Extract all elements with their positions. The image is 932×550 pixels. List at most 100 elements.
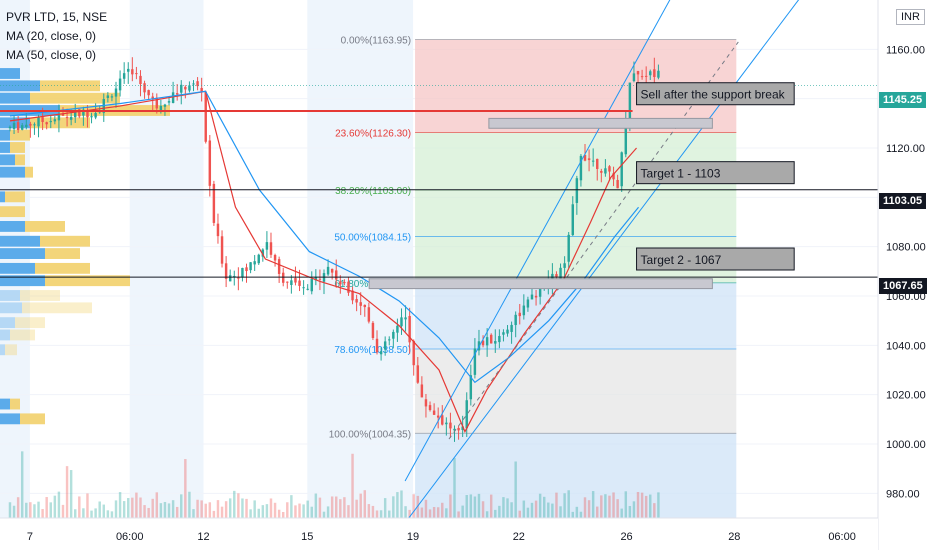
candle-body xyxy=(269,242,273,255)
volume-bar xyxy=(57,491,61,518)
vp-bar-blue xyxy=(0,92,30,104)
volume-bar xyxy=(216,500,220,518)
volume-bar xyxy=(518,510,521,518)
volume-bar xyxy=(294,505,297,518)
candle-body xyxy=(228,275,232,282)
ma20-legend[interactable]: MA (20, close, 0) xyxy=(6,29,97,43)
volume-bar xyxy=(571,511,574,518)
volume-bar xyxy=(396,492,399,518)
currency-button[interactable]: INR xyxy=(896,9,925,25)
volume-bar xyxy=(616,499,619,518)
volume-bar xyxy=(37,501,40,518)
vp-bar-yellow xyxy=(20,413,45,425)
volume-bar xyxy=(208,502,212,518)
annotation-text: Sell after the support break xyxy=(641,88,786,102)
volume-bar xyxy=(155,492,159,518)
volume-bar xyxy=(310,506,313,518)
candle-body xyxy=(530,294,534,300)
volume-bar xyxy=(489,494,493,518)
candle-body xyxy=(616,179,619,189)
vp-bar-yellow xyxy=(40,235,90,247)
volume-bar xyxy=(33,504,36,518)
candle-body xyxy=(600,170,603,173)
drawings: Sell after the support break Target 1 - 1… xyxy=(0,0,878,524)
volume-bar xyxy=(591,491,595,518)
fib-zone xyxy=(415,282,737,350)
candle-body xyxy=(335,270,338,280)
candle-body xyxy=(347,281,350,293)
vp-bar-yellow xyxy=(5,191,25,203)
candle-body xyxy=(273,254,277,261)
candle-body xyxy=(559,267,562,279)
candle-body xyxy=(8,126,12,129)
vp-bar-blue xyxy=(0,329,10,341)
candle-body xyxy=(612,173,615,180)
volume-bar xyxy=(98,501,101,518)
candle-body xyxy=(249,262,252,271)
volume-bar xyxy=(412,494,415,518)
volume-bar xyxy=(534,500,538,518)
candle-body xyxy=(404,317,407,320)
candle-body xyxy=(127,68,130,72)
vp-bar-yellow xyxy=(45,275,130,287)
candle-body xyxy=(481,340,485,346)
volume-bar xyxy=(416,495,420,518)
candle-body xyxy=(330,268,334,273)
session-band xyxy=(129,0,204,518)
ma50-legend[interactable]: MA (50, close, 0) xyxy=(6,48,97,62)
volume-bar xyxy=(542,496,546,518)
volume-bar xyxy=(473,496,477,518)
volume-bar xyxy=(245,498,248,518)
candle-body xyxy=(294,278,297,283)
candle-body xyxy=(351,290,354,301)
volume-bar xyxy=(90,510,93,518)
candle-body xyxy=(636,71,640,75)
annotation-text: Target 2 - 1067 xyxy=(641,253,722,267)
annotation-box xyxy=(636,247,795,271)
candle-body xyxy=(343,282,346,284)
candle-body xyxy=(518,312,521,317)
candle-body xyxy=(485,337,489,346)
candle-body xyxy=(469,375,473,400)
candle-body xyxy=(33,124,36,126)
candle-body xyxy=(188,85,191,91)
symbol-title[interactable]: PVR LTD, 15, NSE xyxy=(6,10,108,24)
volume-bar xyxy=(636,491,640,518)
volume-bar xyxy=(16,497,20,518)
x-axis-panel xyxy=(0,518,878,550)
candle-body xyxy=(65,117,69,119)
candle-body xyxy=(538,285,542,297)
volume-bar xyxy=(114,500,118,518)
candle-body xyxy=(69,116,73,120)
candle-body xyxy=(502,332,505,335)
candle-body xyxy=(151,96,154,100)
volume-bar xyxy=(624,491,628,518)
vp-bar-blue xyxy=(0,117,30,129)
volume-bar xyxy=(184,459,187,518)
volume-bar xyxy=(61,504,65,518)
candle-body xyxy=(632,73,636,82)
y-tick-label: 1120.00 xyxy=(886,143,925,155)
vp-bar-blue xyxy=(0,398,10,410)
candle-body xyxy=(41,117,44,122)
candle-body xyxy=(620,152,623,187)
candle-body xyxy=(37,117,40,127)
candle-body xyxy=(114,88,118,97)
candle-body xyxy=(220,236,224,264)
volume-bar xyxy=(12,505,16,518)
candle-body xyxy=(424,399,428,407)
trend-dashed-line xyxy=(448,41,739,440)
volume-bar xyxy=(69,470,73,518)
volume-bar xyxy=(249,509,252,518)
vp-bar-blue xyxy=(0,154,15,166)
vp-bar-blue xyxy=(0,302,22,314)
volume-bar xyxy=(420,507,424,518)
volume-bar xyxy=(575,506,579,518)
volume-bars xyxy=(8,451,660,518)
volume-bar xyxy=(432,506,436,518)
candle-body xyxy=(135,73,138,75)
candle-body xyxy=(20,125,24,130)
candle-body xyxy=(644,75,648,77)
y-tick-label: 1080.00 xyxy=(886,242,926,254)
